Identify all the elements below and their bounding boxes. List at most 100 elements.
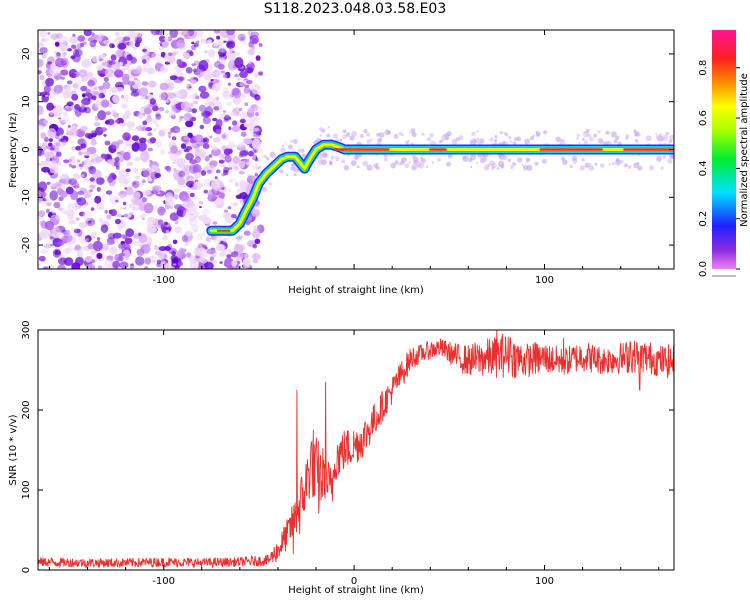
noise-speckle xyxy=(121,94,130,103)
noise-speckle xyxy=(75,145,82,151)
noise-speckle xyxy=(96,252,103,259)
noise-speckle xyxy=(145,127,153,132)
noise-speckle xyxy=(147,80,157,88)
noise-speckle xyxy=(51,228,61,239)
halo-speckle xyxy=(268,182,272,186)
colorbar-tick-label: 0.0 xyxy=(698,261,709,277)
noise-speckle xyxy=(212,146,218,151)
noise-speckle xyxy=(78,163,84,168)
noise-speckle xyxy=(246,60,252,65)
halo-speckle xyxy=(555,136,561,143)
noise-speckle xyxy=(195,95,200,100)
noise-speckle xyxy=(49,190,58,201)
noise-speckle xyxy=(164,37,169,41)
noise-speckle xyxy=(216,46,227,53)
noise-speckle xyxy=(90,86,94,92)
noise-speckle xyxy=(38,200,42,204)
noise-speckle xyxy=(186,83,192,90)
noise-speckle xyxy=(213,42,219,47)
noise-speckle xyxy=(226,41,236,49)
noise-speckle xyxy=(38,92,41,96)
noise-speckle xyxy=(212,259,218,264)
halo-speckle xyxy=(599,139,604,145)
noise-speckle xyxy=(89,40,97,48)
noise-speckle xyxy=(222,134,226,139)
noise-speckle xyxy=(103,134,107,137)
noise-speckle xyxy=(199,257,208,264)
noise-speckle xyxy=(109,43,115,49)
y-tick-label: 200 xyxy=(21,400,32,419)
halo-speckle xyxy=(608,163,611,166)
noise-speckle xyxy=(75,217,80,221)
noise-speckle xyxy=(101,243,109,251)
noise-speckle xyxy=(249,35,253,40)
noise-speckle xyxy=(247,107,254,114)
noise-speckle xyxy=(182,209,193,218)
noise-speckle xyxy=(151,254,156,259)
noise-speckle xyxy=(143,266,149,269)
halo-speckle xyxy=(469,165,473,169)
noise-speckle xyxy=(55,57,65,68)
noise-speckle xyxy=(147,147,153,152)
halo-speckle xyxy=(362,160,369,167)
noise-speckle xyxy=(106,214,112,220)
halo-speckle xyxy=(266,156,270,161)
halo-speckle xyxy=(588,165,595,171)
noise-speckle xyxy=(117,153,121,157)
noise-speckle xyxy=(147,177,153,182)
noise-speckle xyxy=(39,47,48,54)
noise-speckle xyxy=(133,241,142,247)
noise-speckle xyxy=(100,41,104,44)
halo-speckle xyxy=(421,132,425,136)
noise-speckle xyxy=(70,127,79,137)
halo-speckle xyxy=(655,132,658,135)
noise-speckle xyxy=(224,209,228,213)
halo-speckle xyxy=(543,130,548,135)
noise-speckle xyxy=(93,91,99,96)
noise-speckle xyxy=(213,30,221,34)
noise-speckle xyxy=(173,167,177,172)
noise-speckle xyxy=(218,192,225,199)
noise-speckle xyxy=(57,241,65,246)
noise-speckle xyxy=(84,235,92,243)
noise-speckle xyxy=(192,100,199,105)
noise-speckle xyxy=(150,30,161,36)
noise-speckle xyxy=(181,30,191,37)
noise-speckle xyxy=(55,53,62,59)
noise-speckle xyxy=(167,226,172,231)
halo-speckle xyxy=(669,153,674,159)
noise-speckle xyxy=(216,35,221,40)
noise-speckle xyxy=(58,196,64,202)
halo-speckle xyxy=(279,169,284,174)
noise-speckle xyxy=(175,128,179,132)
noise-speckle xyxy=(43,119,49,125)
snr-axes: -100 0 100 0 100 200 300 xyxy=(21,320,674,587)
noise-speckle xyxy=(141,126,148,132)
noise-speckle xyxy=(142,190,151,196)
noise-speckle xyxy=(119,206,125,210)
noise-speckle xyxy=(258,43,263,47)
halo-speckle xyxy=(285,173,289,177)
halo-speckle xyxy=(420,156,423,160)
halo-speckle xyxy=(509,164,514,169)
noise-speckle xyxy=(60,209,69,215)
noise-speckle xyxy=(113,69,124,78)
noise-speckle xyxy=(253,225,260,231)
noise-speckle xyxy=(228,48,235,54)
halo-speckle xyxy=(282,144,285,147)
noise-speckle xyxy=(79,167,83,170)
halo-speckle xyxy=(290,162,295,167)
noise-speckle xyxy=(140,244,151,254)
noise-speckle xyxy=(81,72,86,76)
noise-speckle xyxy=(206,96,216,103)
halo-speckle xyxy=(394,159,399,165)
noise-speckle xyxy=(138,232,142,237)
halo-speckle xyxy=(446,131,452,137)
noise-speckle xyxy=(128,203,135,209)
noise-speckle xyxy=(165,110,169,114)
halo-speckle xyxy=(332,133,339,139)
noise-speckle xyxy=(223,166,230,174)
noise-speckle xyxy=(193,42,199,48)
halo-speckle xyxy=(599,163,605,168)
noise-speckle xyxy=(77,160,81,163)
